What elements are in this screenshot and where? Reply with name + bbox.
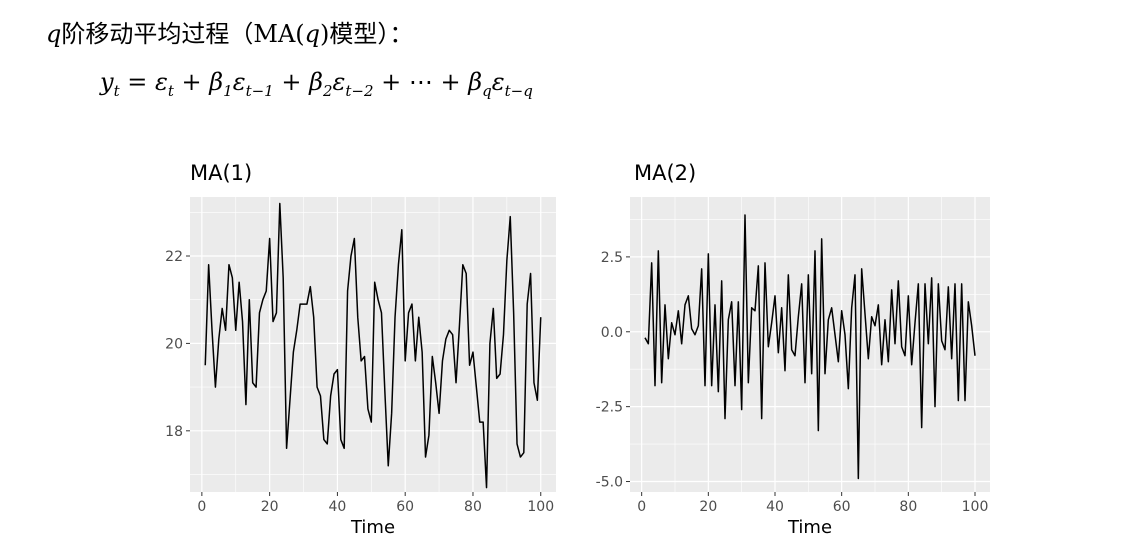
ma2-x-tick-label: 20 xyxy=(699,499,717,515)
ma2-x-tick-label: 60 xyxy=(833,499,851,515)
ma1-x-tick-label: 60 xyxy=(396,499,414,515)
ma2-y-tick-label: -2.5 xyxy=(596,400,623,416)
ma2-y-tick-label: 2.5 xyxy=(601,250,623,266)
heading-q: q xyxy=(46,20,62,48)
ma2-x-axis-title: Time xyxy=(787,517,832,538)
formula-plus-2: + xyxy=(273,68,310,96)
formula-sub-t-1: t−1 xyxy=(245,81,274,100)
ma1-series-line xyxy=(204,202,542,489)
ma2-x-tick-label: 0 xyxy=(637,499,646,515)
ma2-chart: MA(2) 0 20 40 60 80 100 -5.0 -2.5 0.0 2.5 Time xyxy=(590,150,1010,549)
ma1-y-tick-label: 20 xyxy=(165,336,183,352)
ma2-series-line xyxy=(644,214,976,480)
formula-epsilon-4: ε xyxy=(491,68,505,96)
ma1-x-tick-label: 0 xyxy=(197,499,206,515)
ma1-chart: MA(1) 0 20 40 60 80 100 18 20 22 Time xyxy=(150,150,570,549)
formula-epsilon: ε xyxy=(154,68,168,96)
ma1-x-axis-title: Time xyxy=(350,517,395,538)
ma2-y-tick-label: -5.0 xyxy=(596,475,623,491)
formula-sub-1: 1 xyxy=(223,81,233,100)
ma1-y-tick-label: 22 xyxy=(165,249,183,265)
ma1-x-tick-label: 100 xyxy=(527,499,554,515)
formula-sub-t: t xyxy=(113,81,120,100)
formula-beta-q: β xyxy=(468,68,483,96)
formula-sub-t-2: t−2 xyxy=(345,81,374,100)
formula-beta-2: β xyxy=(309,68,323,96)
formula-sub-t2: t xyxy=(167,81,174,100)
ma1-x-tick-label: 20 xyxy=(261,499,279,515)
ma2-x-tick-label: 80 xyxy=(899,499,917,515)
heading-q-2: q xyxy=(304,20,321,48)
formula-equals: = xyxy=(119,68,155,96)
formula-sub-q: q xyxy=(482,81,492,100)
ma2-y-tick-label: 0.0 xyxy=(601,325,623,341)
ma2-chart-svg: MA(2) 0 20 40 60 80 100 -5.0 -2.5 0.0 2.5 Time xyxy=(596,161,990,538)
heading-text-2: )模型）： xyxy=(320,20,414,48)
ma1-x-tick-label: 80 xyxy=(464,499,482,515)
formula-beta-1: β xyxy=(209,68,224,96)
ma1-x-tick-label: 40 xyxy=(329,499,347,515)
formula-epsilon-3: ε xyxy=(332,68,346,96)
formula-plus: + xyxy=(173,68,210,96)
ma2-x-tick-label: 100 xyxy=(962,499,989,515)
formula-sub-2: 2 xyxy=(322,81,333,100)
heading-text: 阶移动平均过程（MA( xyxy=(61,20,305,48)
formula-epsilon-2: ε xyxy=(232,68,246,96)
ma-formula: yt = εt + β1εt−1 + β2εt−2 + ⋯ + βqεt−q xyxy=(100,68,533,100)
formula-sub-t-q: t−q xyxy=(504,81,533,100)
ma2-chart-title: MA(2) xyxy=(634,161,696,185)
ma1-y-tick-label: 18 xyxy=(165,424,183,440)
formula-dots: + ⋯ + xyxy=(373,68,469,96)
page-heading: q阶移动平均过程（MA(q)模型）： xyxy=(46,14,413,49)
formula-y: y xyxy=(100,68,114,96)
ma1-chart-title: MA(1) xyxy=(190,161,252,185)
ma1-chart-svg: MA(1) 0 20 40 60 80 100 18 20 22 Time xyxy=(165,161,556,538)
ma2-x-tick-label: 40 xyxy=(766,499,784,515)
